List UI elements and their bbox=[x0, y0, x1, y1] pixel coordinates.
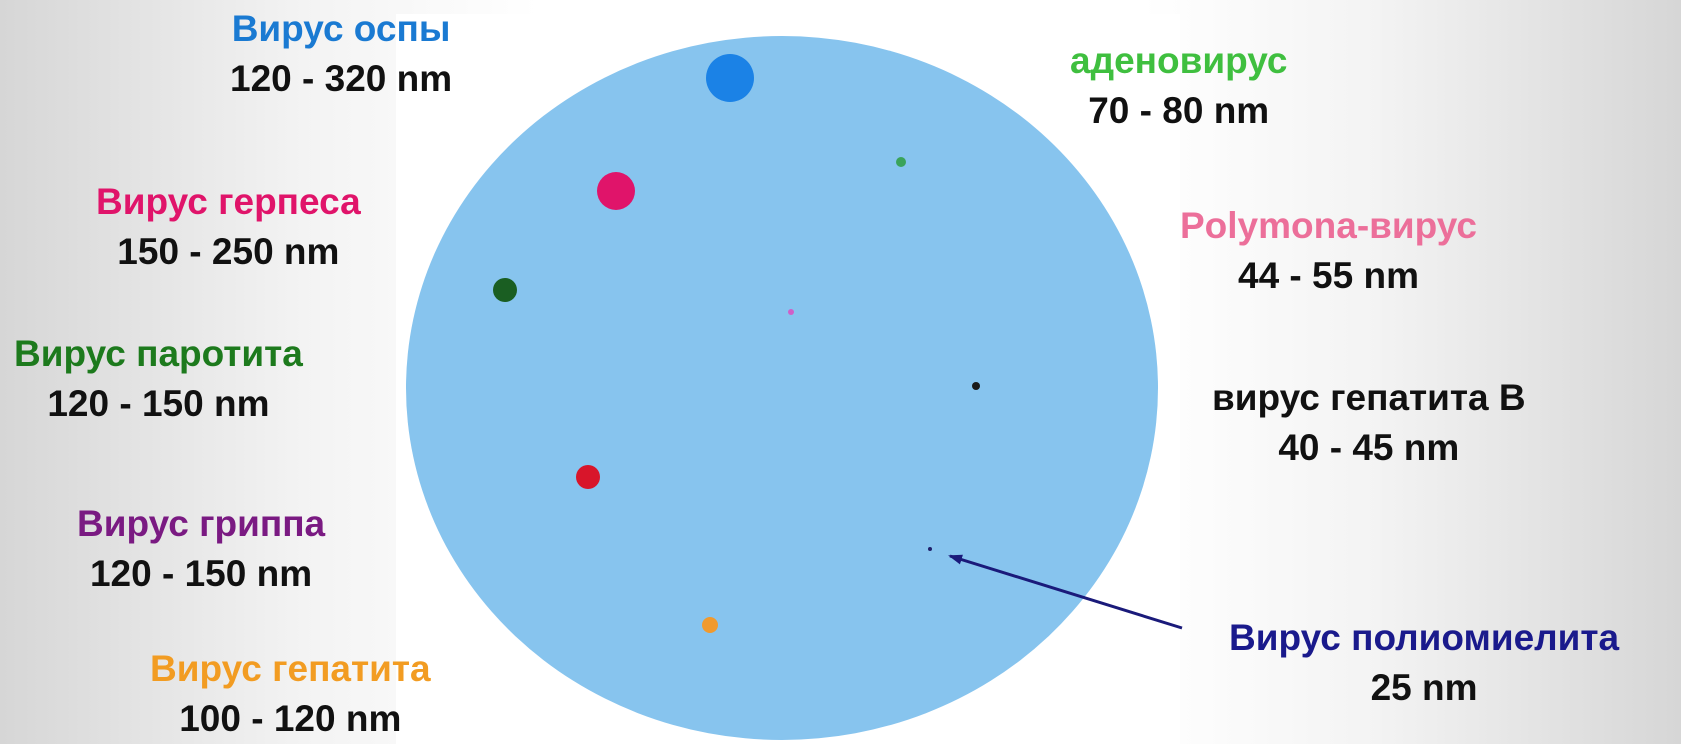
label-mumps-size: 120 - 150 nm bbox=[47, 383, 270, 424]
polio-pointer-arrow bbox=[948, 554, 1183, 630]
virus-dot-polyoma bbox=[788, 309, 794, 315]
label-smallpox: Вирус оспы 120 - 320 nm bbox=[230, 4, 452, 104]
label-hepatitis-b: вирус гепатита B 40 - 45 nm bbox=[1212, 373, 1526, 473]
label-herpes-name: Вирус герпеса bbox=[96, 181, 361, 222]
label-mumps: Вирус паротита 120 - 150 nm bbox=[14, 329, 303, 429]
virus-dot-mumps bbox=[493, 278, 517, 302]
label-adenovirus-size: 70 - 80 nm bbox=[1088, 90, 1270, 131]
label-influenza-name: Вирус гриппа bbox=[77, 503, 326, 544]
label-mumps-name: Вирус паротита bbox=[14, 333, 303, 374]
virus-dot-hepatitis bbox=[702, 617, 718, 633]
label-smallpox-name: Вирус оспы bbox=[231, 8, 451, 49]
label-smallpox-size: 120 - 320 nm bbox=[230, 58, 453, 99]
label-hepatitis-b-size: 40 - 45 nm bbox=[1278, 427, 1460, 468]
label-hepatitis-size: 100 - 120 nm bbox=[179, 698, 402, 739]
label-adenovirus: аденовирус 70 - 80 nm bbox=[1070, 36, 1287, 136]
label-polio-size: 25 nm bbox=[1370, 667, 1478, 708]
virus-dot-influenza bbox=[576, 465, 600, 489]
virus-dot-hepatitis-b bbox=[972, 382, 980, 390]
petri-dish bbox=[406, 36, 1158, 740]
label-polio: Вирус полиомиелита 25 nm bbox=[1229, 613, 1619, 713]
label-herpes-size: 150 - 250 nm bbox=[117, 231, 340, 272]
label-hepatitis: Вирус гепатита 100 - 120 nm bbox=[150, 644, 431, 744]
virus-dot-adenovirus bbox=[896, 157, 906, 167]
virus-dot-smallpox bbox=[706, 54, 754, 102]
label-polyoma-size: 44 - 55 nm bbox=[1238, 255, 1419, 296]
label-hepatitis-b-name: вирус гепатита B bbox=[1212, 377, 1526, 418]
label-hepatitis-name: Вирус гепатита bbox=[150, 648, 431, 689]
virus-dot-polio bbox=[928, 547, 932, 551]
label-herpes: Вирус герпеса 150 - 250 nm bbox=[96, 177, 361, 277]
label-polio-name: Вирус полиомиелита bbox=[1229, 617, 1620, 658]
label-polyoma: Polymona-вирус 44 - 55 nm bbox=[1180, 201, 1477, 301]
label-influenza: Вирус гриппа 120 - 150 nm bbox=[77, 499, 325, 599]
virus-dot-herpes bbox=[597, 172, 635, 210]
label-polyoma-name: Polymona-вирус bbox=[1180, 205, 1477, 246]
label-influenza-size: 120 - 150 nm bbox=[89, 553, 313, 594]
label-adenovirus-name: аденовирус bbox=[1070, 40, 1288, 81]
